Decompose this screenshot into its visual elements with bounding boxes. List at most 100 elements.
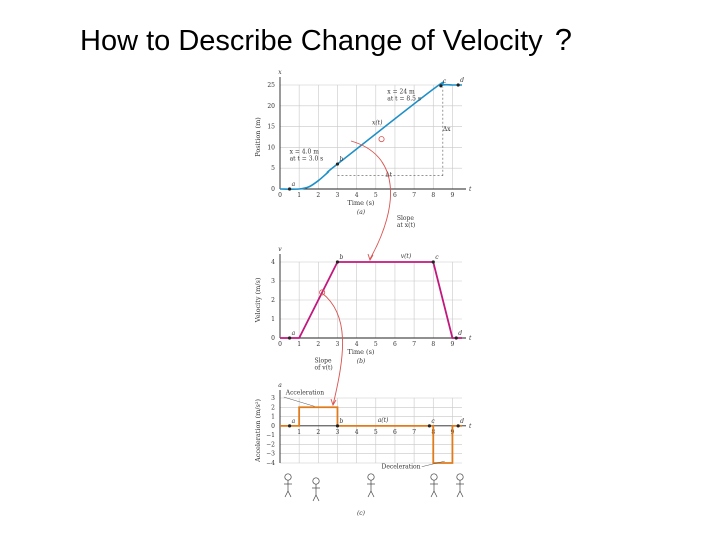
acceleration-x-axis-symbol: t — [469, 423, 472, 430]
position-x-tick-label: 6 — [393, 192, 397, 199]
position-x-tick-label: 7 — [412, 192, 416, 199]
velocity-x-tick-label: 7 — [412, 341, 416, 348]
acceleration-callout-line — [283, 396, 315, 407]
acceleration-point-b — [335, 424, 340, 428]
acceleration-y-tick-label: 1 — [271, 414, 275, 421]
stick-figure-leg — [459, 490, 464, 498]
acceleration-x-tick-label: 4 — [355, 429, 359, 436]
position-point-d — [456, 83, 460, 87]
position-y-axis-symbol: x — [278, 69, 282, 76]
acceleration-point-label: b — [339, 418, 343, 425]
position-y-tick-label: 15 — [267, 124, 275, 131]
acceleration-y-tick-label: −4 — [266, 460, 275, 467]
acceleration-y-axis-symbol: a — [278, 382, 282, 389]
connector-arrowhead — [367, 253, 374, 262]
stick-figure-head — [430, 473, 438, 481]
velocity-x-tick-label: 8 — [431, 341, 435, 348]
velocity-y-axis-label: Velocity (m/s) — [254, 277, 262, 323]
acceleration-annotation: Acceleration — [285, 389, 324, 396]
position-x-tick-label: 0 — [278, 192, 282, 199]
velocity-annotation: at x(t) — [397, 222, 415, 229]
deceleration-callout-line — [421, 460, 445, 467]
position-x-tick-label: 5 — [374, 192, 378, 199]
stick-figure — [456, 473, 464, 498]
velocity-x-tick-label: 4 — [355, 341, 359, 348]
velocity-series-line — [280, 261, 462, 339]
acceleration-series-line — [280, 406, 462, 464]
position-point-label: d — [460, 77, 464, 84]
connector-arrow-velocity-to-acceleration — [321, 292, 343, 406]
acceleration-x-tick-label: 1 — [297, 429, 301, 436]
velocity-y-tick-label: 0 — [271, 335, 275, 342]
stick-figure-leg — [433, 490, 438, 498]
acceleration-y-tick-label: 2 — [271, 404, 275, 411]
acceleration-y-tick-label: −1 — [266, 432, 275, 439]
acceleration-point-a — [287, 424, 292, 428]
position-x-tick-label: 9 — [451, 192, 455, 199]
position-point-label: b — [339, 156, 343, 163]
position-point-b — [335, 162, 340, 166]
acceleration-point-label: c — [431, 418, 435, 425]
velocity-point-b — [335, 260, 340, 264]
stick-figure-leg — [456, 490, 461, 498]
position-point-c — [439, 84, 443, 88]
velocity-point-label: c — [435, 254, 439, 261]
acceleration-x-tick-label: 2 — [316, 429, 320, 436]
position-annotation: at t = 3.0 s — [290, 156, 324, 163]
stick-figure-leg — [430, 490, 435, 498]
position-y-tick-label: 25 — [267, 82, 275, 89]
position-annotation: at t = 8.5 s — [387, 95, 421, 102]
position-x-tick-label: 2 — [316, 192, 320, 199]
connector-arrow-position-to-velocity — [350, 140, 391, 260]
acceleration-point-c — [427, 424, 432, 428]
position-series-name: x(t) — [372, 120, 383, 127]
stick-figure-head — [312, 477, 320, 485]
velocity-point-a — [287, 336, 292, 340]
position-panel-label: (a) — [357, 209, 366, 216]
position-point-label: c — [443, 78, 447, 85]
position-y-tick-label: 0 — [271, 186, 275, 193]
acceleration-x-tick-label: 5 — [374, 429, 378, 436]
position-x-axis-label: Time (s) — [348, 199, 375, 207]
position-y-tick-label: 10 — [267, 144, 275, 151]
velocity-x-tick-label: 3 — [336, 341, 340, 348]
velocity-y-axis-symbol: v — [278, 246, 282, 253]
stick-figure-leg — [315, 494, 320, 502]
position-point-label: a — [292, 181, 296, 188]
stick-figure — [367, 473, 375, 498]
velocity-y-tick-label: 4 — [271, 259, 275, 266]
position-x-axis-symbol: t — [469, 186, 472, 193]
velocity-y-tick-label: 3 — [271, 278, 275, 285]
velocity-x-axis-symbol: t — [469, 335, 472, 342]
position-y-tick-label: 20 — [267, 103, 275, 110]
velocity-x-tick-label: 6 — [393, 341, 397, 348]
stick-figure-leg — [370, 490, 375, 498]
stick-figure-head — [456, 473, 464, 481]
velocity-x-tick-label: 1 — [297, 341, 301, 348]
position-x-tick-label: 8 — [431, 192, 435, 199]
velocity-tangent-marker — [319, 289, 326, 296]
acceleration-y-tick-label: −2 — [266, 441, 275, 448]
acceleration-x-tick-label: 7 — [412, 429, 416, 436]
acceleration-x-tick-label: 6 — [393, 429, 397, 436]
slide-title-text: How to Describe Change of Velocity — [80, 25, 543, 57]
position-series-line — [279, 81, 462, 190]
velocity-point-label: d — [458, 330, 462, 337]
stick-figure — [430, 473, 438, 498]
position-annotation: x = 24 m — [387, 88, 415, 95]
velocity-panel-label: (b) — [357, 358, 366, 365]
velocity-y-tick-label: 2 — [271, 297, 275, 304]
acceleration-annotation: Deceleration — [382, 464, 421, 471]
velocity-annotation: Slope — [397, 215, 414, 222]
acceleration-series-name: a(t) — [378, 417, 389, 424]
velocity-x-tick-label: 9 — [451, 341, 455, 348]
velocity-point-label: a — [292, 330, 296, 337]
velocity-x-tick-label: 2 — [316, 341, 320, 348]
slide-title-question-mark: ? — [554, 22, 572, 57]
connector-arrowhead — [330, 398, 337, 407]
slide-title: How to Describe Change of Velocity ? — [80, 22, 572, 58]
acceleration-y-axis-label: Acceleration (m/s²) — [254, 399, 262, 463]
velocity-x-tick-label: 5 — [374, 341, 378, 348]
velocity-point-c — [431, 260, 435, 264]
